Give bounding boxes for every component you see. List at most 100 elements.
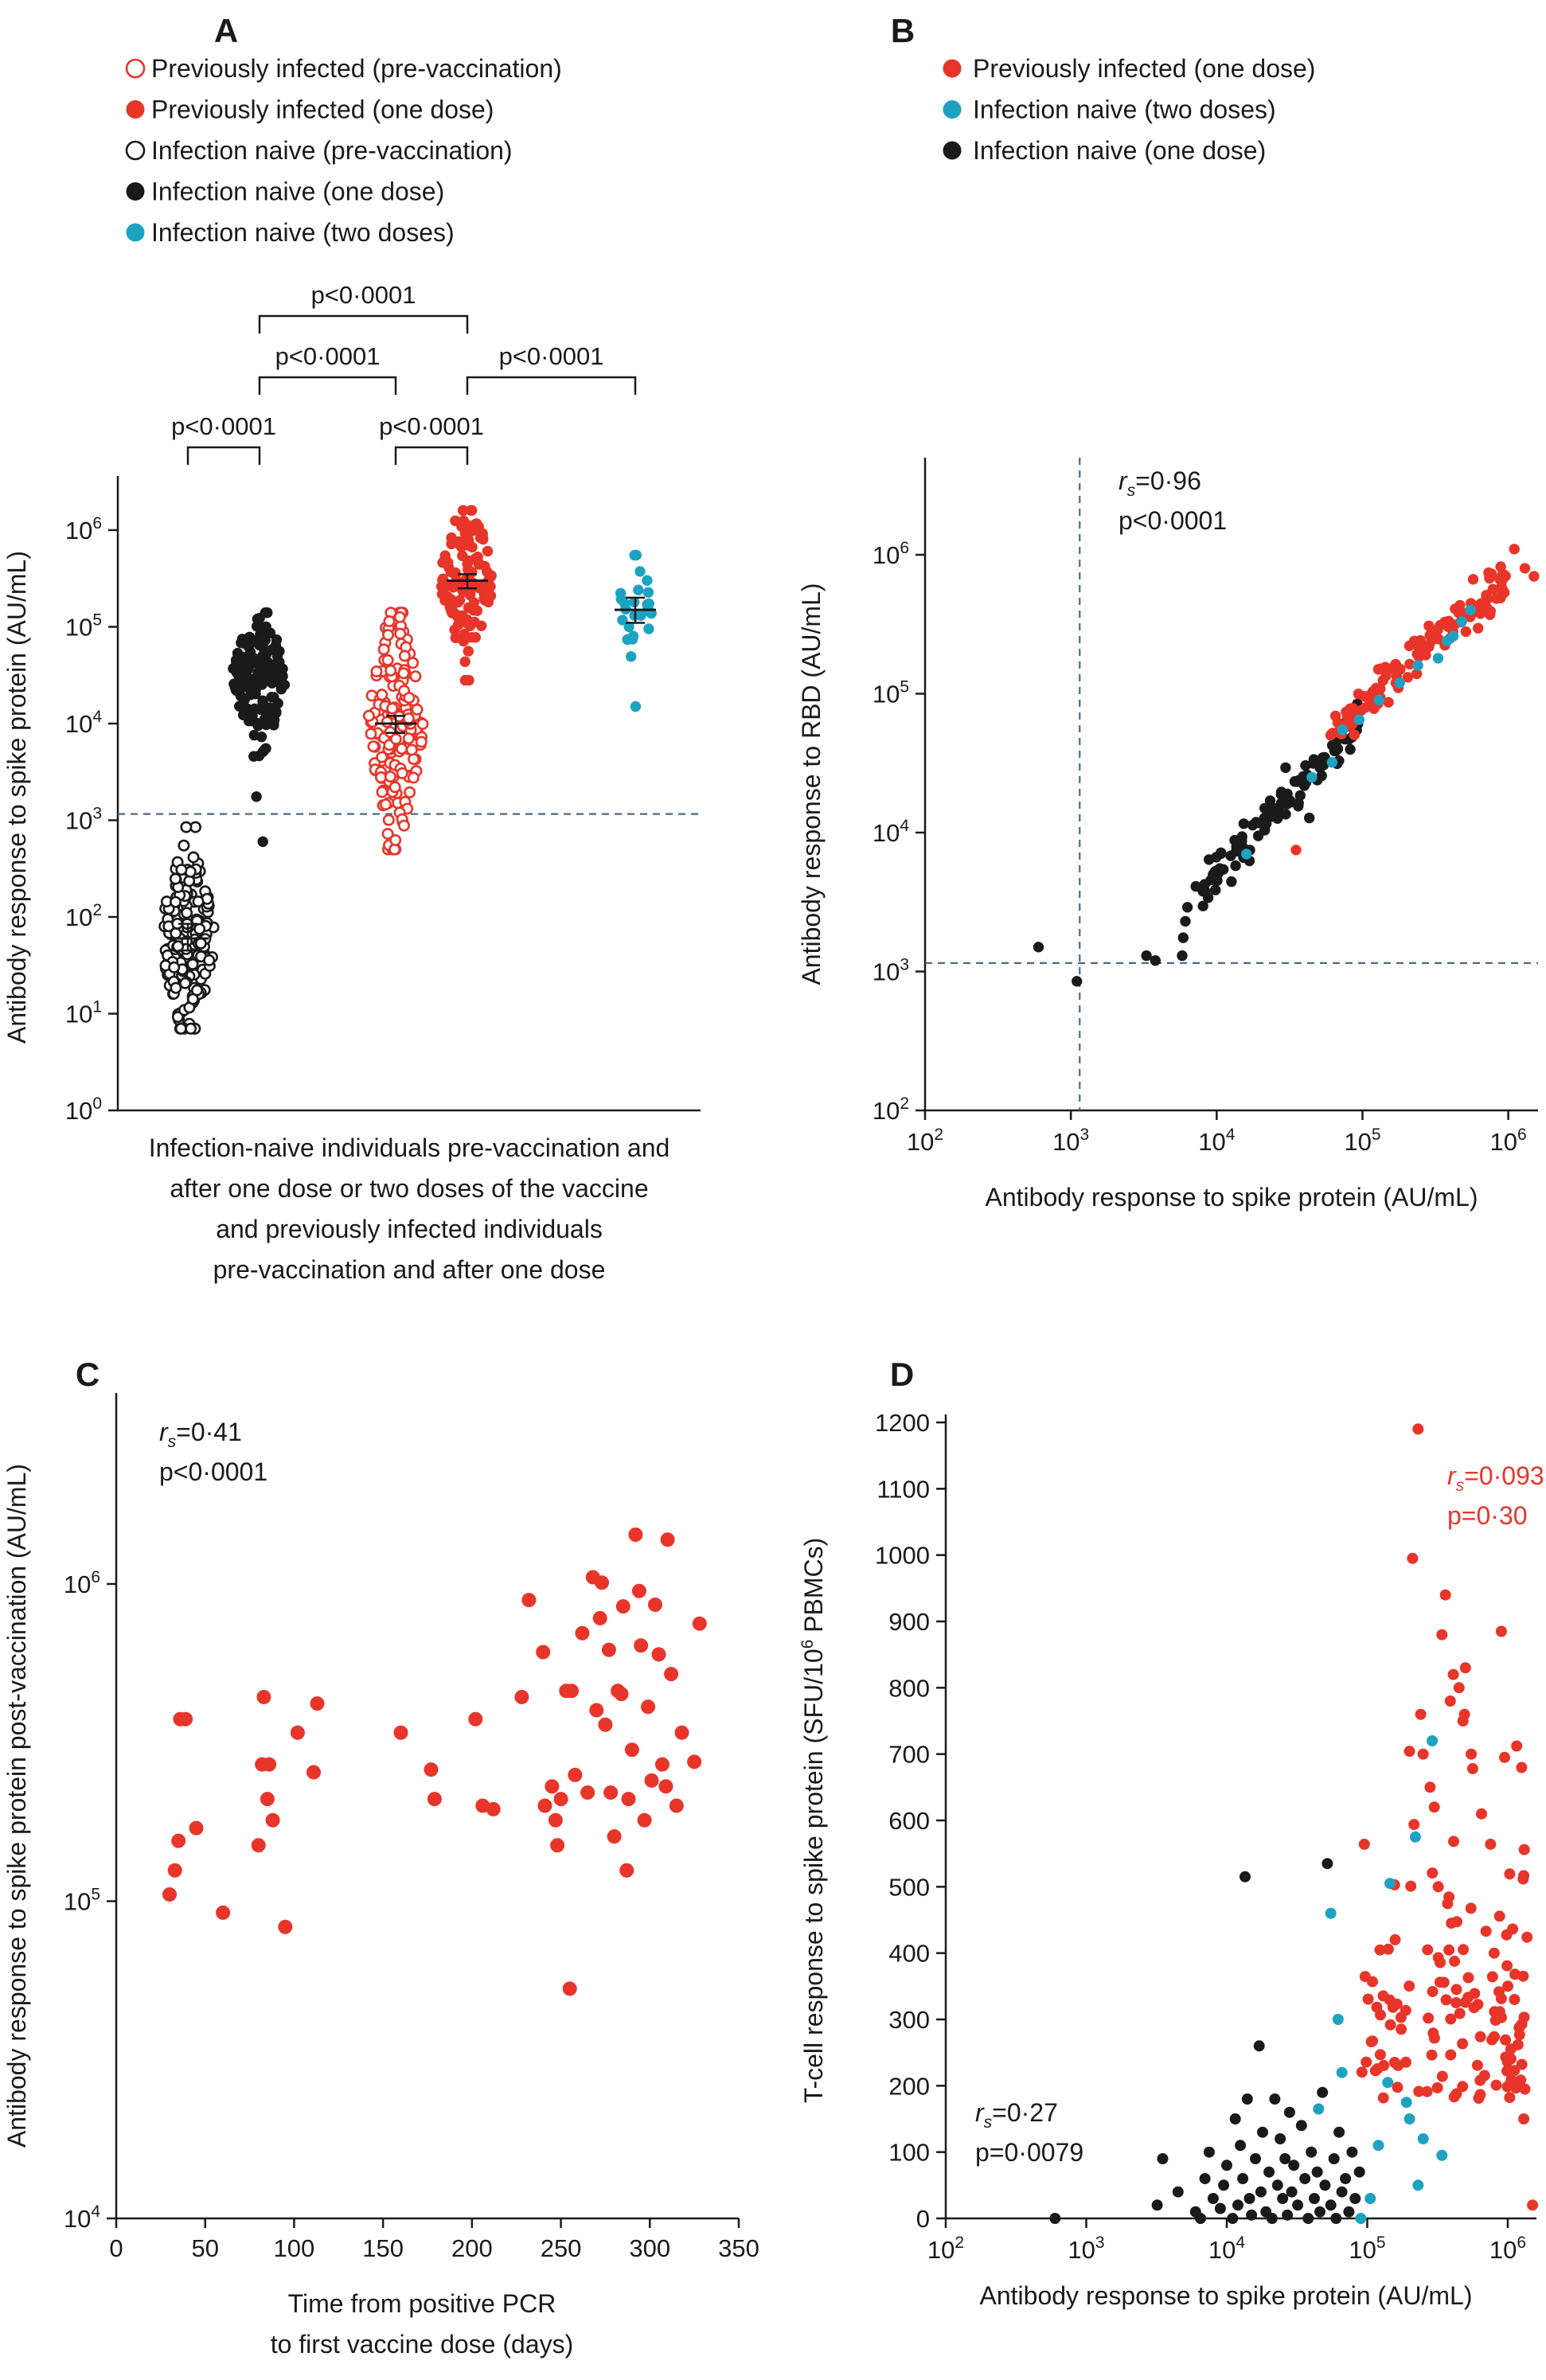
point-a <box>260 654 271 665</box>
point-d <box>1454 2007 1466 2019</box>
point-c <box>651 1647 666 1662</box>
point-a <box>192 895 205 908</box>
point-a <box>362 709 375 722</box>
point-d <box>1343 2206 1355 2218</box>
point-a <box>254 612 265 624</box>
point-c <box>654 1757 670 1772</box>
xtick-label-d-4: 106 <box>1489 2234 1526 2264</box>
series-d-1 <box>1313 1735 1448 2224</box>
panel-label-C: C <box>76 1356 100 1393</box>
point-b <box>1290 845 1302 856</box>
point-d <box>1400 2097 1412 2109</box>
ytick-label-d-8: 800 <box>888 1674 930 1702</box>
ytick-label-b-0: 102 <box>873 1094 909 1125</box>
point-c <box>669 1798 684 1813</box>
ytick-label-d-1: 100 <box>888 2139 930 2167</box>
point-b <box>1423 620 1435 631</box>
point-b <box>1498 569 1510 580</box>
point-d <box>1474 2089 1486 2101</box>
bracket-a-3 <box>466 376 637 395</box>
bracket-a-2 <box>258 376 397 395</box>
point-d <box>1518 2011 1530 2023</box>
point-b <box>1291 776 1302 787</box>
bracket-a-4 <box>258 314 469 334</box>
series-c-0 <box>162 1527 707 1996</box>
point-d <box>1207 2193 1219 2204</box>
point-a <box>467 567 478 578</box>
point-d <box>1448 1836 1459 1847</box>
point-c <box>393 1725 408 1740</box>
point-a <box>170 927 182 940</box>
legend-a-label-2: Infection naive (pre-vaccination) <box>151 136 513 165</box>
legend-a-marker-1 <box>126 100 145 119</box>
point-a <box>194 937 207 950</box>
point-c <box>562 1981 577 1996</box>
point-a <box>381 629 394 642</box>
point-c <box>216 1905 231 1920</box>
legend-a-marker-2 <box>125 140 146 161</box>
point-a <box>187 851 200 864</box>
point-a <box>365 728 377 740</box>
point-d <box>1434 1976 1446 1988</box>
ytick-label-a-0: 100 <box>65 1094 102 1125</box>
point-a <box>633 584 644 595</box>
xlabel-a-line-0: Infection-naive individuals pre-vaccinat… <box>149 1133 670 1162</box>
point-c <box>167 1863 182 1878</box>
point-d <box>1319 2179 1331 2191</box>
point-d <box>1295 2120 1307 2132</box>
point-c <box>278 1919 293 1934</box>
bracket-a-1 <box>394 446 469 465</box>
point-d <box>1521 1931 1533 1943</box>
point-d <box>1457 1715 1469 1726</box>
point-a <box>467 525 478 536</box>
point-a <box>477 528 488 539</box>
point-a <box>398 650 411 662</box>
point-b <box>1443 615 1454 626</box>
point-c <box>580 1785 595 1800</box>
point-a <box>464 620 476 631</box>
series-b-0 <box>1033 698 1364 987</box>
point-b <box>1280 762 1291 774</box>
point-d <box>1518 2113 1530 2124</box>
point-d <box>1422 1944 1434 1956</box>
xtick-label-c-6: 300 <box>629 2234 670 2262</box>
point-d <box>1466 1762 1478 1774</box>
point-a <box>180 821 193 833</box>
bracket-label-a-3: p<0·0001 <box>499 342 604 370</box>
ytick-label-d-4: 400 <box>888 1940 930 1968</box>
panel-c: 104 105 106 0 50 100 150 200 250 300 350 Time from … <box>2 1393 759 2359</box>
point-c <box>189 1820 204 1836</box>
point-d <box>1358 1838 1370 1850</box>
ytick-label-c-1: 105 <box>64 1885 100 1915</box>
point-d <box>1311 2166 1323 2178</box>
point-c <box>545 1779 560 1794</box>
point-a <box>185 1022 197 1035</box>
point-b <box>1197 900 1208 911</box>
point-b <box>1473 622 1484 634</box>
point-d <box>1480 1925 1492 1937</box>
point-d <box>1271 2179 1283 2191</box>
point-a <box>232 647 244 659</box>
point-d <box>1279 2153 1291 2164</box>
point-d <box>1246 2209 1258 2221</box>
point-b <box>1497 585 1509 596</box>
point-a <box>627 634 638 645</box>
point-b <box>1456 616 1467 627</box>
point-c <box>262 1757 277 1772</box>
point-d <box>1444 1695 1456 1707</box>
point-c <box>162 1887 177 1902</box>
point-a <box>169 872 182 885</box>
point-d <box>1229 2113 1241 2124</box>
point-d <box>1509 1968 1521 1980</box>
point-d <box>1453 1682 1465 1694</box>
point-a <box>381 828 394 841</box>
point-a <box>277 663 288 674</box>
point-c <box>521 1593 537 1608</box>
point-c <box>265 1812 280 1828</box>
point-d <box>1237 2173 1249 2184</box>
point-d <box>1172 2186 1184 2198</box>
point-c <box>514 1690 529 1704</box>
point-b <box>1477 601 1489 612</box>
ytick-label-d-6: 600 <box>888 1807 930 1835</box>
